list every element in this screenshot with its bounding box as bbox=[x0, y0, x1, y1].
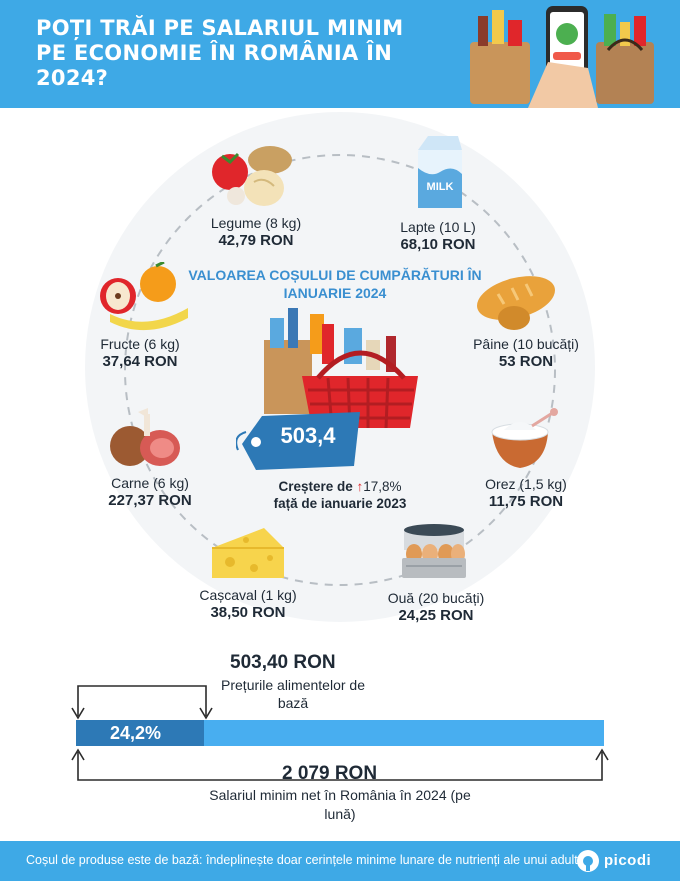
item-orez: Orez (1,5 kg) 11,75 RON bbox=[456, 476, 596, 510]
fruits-icon bbox=[100, 262, 188, 331]
item-carne-name: Carne (6 kg) bbox=[111, 475, 189, 491]
item-fructe-name: Fructe (6 kg) bbox=[100, 336, 180, 352]
item-paine-name: Pâine (10 bucăți) bbox=[473, 336, 579, 352]
eggs-icon bbox=[402, 524, 466, 578]
item-orez-price: 11,75 RON bbox=[488, 493, 564, 510]
milk-icon: MILK bbox=[418, 136, 462, 208]
item-fructe: Fructe (6 kg) 37,64 RON bbox=[70, 336, 210, 370]
footer-note: Coșul de produse este de bază: îndepline… bbox=[26, 853, 582, 867]
shopping-bags-illustration bbox=[470, 6, 654, 108]
page-title: POȚI TRĂI PE SALARIUL MINIM PE ECONOMIE … bbox=[36, 16, 404, 90]
basket-circle-background bbox=[85, 112, 595, 622]
rice-icon bbox=[491, 408, 558, 468]
item-paine: Pâine (10 bucăți) 53 RON bbox=[456, 336, 596, 370]
item-oua-name: Ouă (20 bucăți) bbox=[387, 590, 485, 606]
item-cascaval-name: Cașcaval (1 kg) bbox=[199, 587, 297, 603]
salary-bracket bbox=[71, 748, 609, 781]
item-cascaval-price: 38,50 RON bbox=[210, 604, 286, 621]
milk-carton-label: MILK bbox=[427, 181, 454, 193]
basket-amount-label: Prețurile alimentelor de bază bbox=[221, 677, 365, 711]
meat-icon bbox=[110, 408, 180, 466]
cheese-icon bbox=[212, 528, 284, 578]
brand-name: picodi bbox=[604, 852, 652, 869]
basket-amount: 503,40 RON bbox=[230, 652, 336, 673]
item-cascaval: Cașcaval (1 kg) 38,50 RON bbox=[178, 587, 318, 621]
picodi-logo: picodi bbox=[576, 849, 676, 873]
item-fructe-price: 37,64 RON bbox=[102, 353, 178, 370]
salary-amount: 2 079 RON bbox=[282, 763, 378, 784]
item-paine-price: 53 RON bbox=[498, 353, 554, 370]
item-carne-price: 227,37 RON bbox=[108, 492, 192, 509]
picodi-logo-icon bbox=[577, 850, 599, 872]
header-banner: POȚI TRĂI PE SALARIUL MINIM PE ECONOMIE … bbox=[0, 0, 680, 108]
increase-value: 17,8% bbox=[363, 479, 402, 494]
item-lapte-name: Lapte (10 L) bbox=[400, 219, 476, 235]
price-tag-icon bbox=[236, 412, 360, 470]
item-legume-name: Legume (8 kg) bbox=[210, 215, 302, 231]
basket-share-bar: 24,2% bbox=[76, 720, 204, 746]
item-lapte-price: 68,10 RON bbox=[400, 236, 476, 253]
item-oua: Ouă (20 bucăți) 24,25 RON bbox=[366, 590, 506, 624]
arrow-up-icon: ↑ bbox=[356, 479, 364, 494]
bread-icon bbox=[477, 276, 555, 330]
item-carne: Carne (6 kg) 227,37 RON bbox=[80, 475, 220, 509]
increase-note: Creștere de ↑17,8% față de ianuarie 2023 bbox=[240, 478, 440, 512]
item-oua-price: 24,25 RON bbox=[398, 607, 474, 624]
increase-suffix: față de ianuarie 2023 bbox=[273, 496, 407, 511]
item-legume: Legume (8 kg) 42,79 RON bbox=[186, 215, 326, 249]
basket-title: VALOAREA COȘULUI DE CUMPĂRĂTURI ÎN IANUA… bbox=[188, 267, 482, 301]
basket-share-percent: 24,2% bbox=[110, 723, 162, 743]
item-orez-name: Orez (1,5 kg) bbox=[485, 476, 567, 492]
basket-total: 503,4 bbox=[280, 423, 336, 448]
footer: Coșul de produse este de bază: îndepline… bbox=[0, 841, 680, 881]
vegetables-icon bbox=[212, 146, 292, 206]
item-lapte: Lapte (10 L) 68,10 RON bbox=[368, 219, 508, 253]
item-legume-price: 42,79 RON bbox=[218, 232, 294, 249]
dashed-ring bbox=[124, 154, 556, 586]
salary-label: Salariul minim net în România în 2024 (p… bbox=[209, 787, 471, 822]
salary-bar: 24,2% bbox=[76, 720, 604, 746]
basket-bracket bbox=[71, 685, 213, 720]
increase-label: Creștere de bbox=[278, 479, 353, 494]
